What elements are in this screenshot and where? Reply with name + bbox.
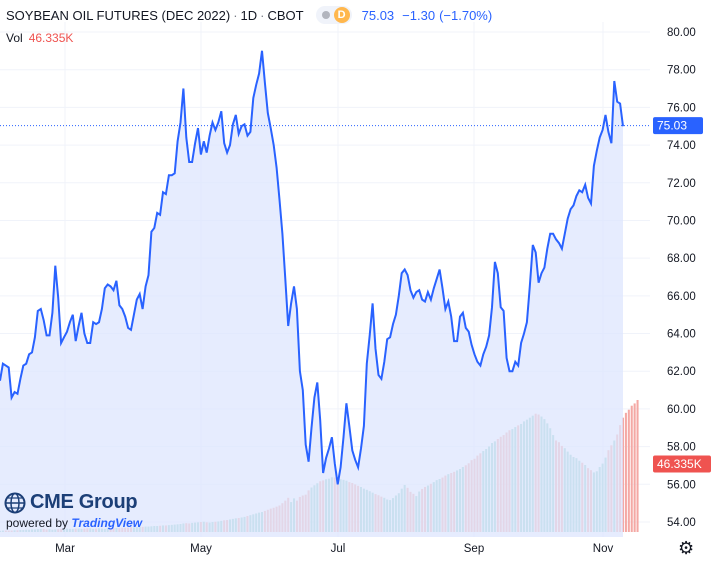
volume-legend[interactable]: Vol 46.335K [6, 31, 73, 45]
price-change-percent: (−1.70%) [439, 7, 493, 23]
header-separator: · [260, 7, 265, 23]
y-tick-label: 54.00 [667, 517, 696, 529]
y-tick-label: 66.00 [667, 291, 696, 303]
volume-bar [627, 409, 630, 532]
price-axis[interactable]: 54.00 56.00 58.00 60.00 62.00 64.00 66.00 68.00… [667, 27, 696, 529]
header-separator: · [233, 7, 238, 23]
y-tick-label: 60.00 [667, 404, 696, 416]
volume-bar [630, 405, 633, 532]
market-status-pill[interactable]: D [315, 6, 352, 24]
logo-text: CME Group [30, 491, 138, 513]
x-tick-label: Nov [593, 543, 614, 555]
powered-by-label: powered by [6, 516, 69, 530]
price-change: −1.30 [402, 7, 436, 23]
y-tick-label: 68.00 [667, 253, 696, 265]
interval-label[interactable]: 1D [240, 7, 258, 23]
price-area-fill [0, 50, 623, 538]
gear-icon[interactable]: ⚙ [678, 538, 695, 558]
volume-value-label: 46.335K [653, 455, 711, 473]
y-tick-label: 56.00 [667, 479, 696, 491]
volume-bar [624, 412, 627, 532]
y-tick-label: 78.00 [667, 65, 696, 77]
globe-icon [4, 492, 26, 513]
tradingview-link[interactable]: TradingView [71, 516, 143, 530]
y-tick-label: 62.00 [667, 366, 696, 378]
y-tick-label: 80.00 [667, 27, 696, 39]
y-tick-label: 74.00 [667, 140, 696, 152]
x-tick-label: May [190, 543, 212, 555]
last-price: 75.03 [361, 7, 395, 23]
volume-value: 46.335K [28, 31, 74, 45]
y-tick-label: 58.00 [667, 442, 696, 454]
last-price-text: 75.03 [657, 119, 687, 133]
x-tick-label: Jul [331, 543, 346, 555]
time-axis[interactable]: Mar May Jul Sep Nov [55, 543, 613, 555]
last-price-label: 75.03 [653, 117, 703, 135]
y-tick-label: 64.00 [667, 329, 696, 341]
cme-logo[interactable]: CME Group [4, 491, 138, 514]
volume-bar [633, 403, 636, 532]
exchange-label: CBOT [267, 7, 304, 23]
volume-value-text: 46.335K [657, 457, 702, 471]
symbol-title[interactable]: SOYBEAN OIL FUTURES (DEC 2022) [6, 7, 231, 23]
delayed-data-badge[interactable]: D [333, 7, 350, 23]
y-tick-label: 76.00 [667, 102, 696, 114]
volume-label: Vol [6, 31, 23, 45]
status-dot-icon [321, 11, 330, 19]
x-tick-label: Mar [55, 543, 75, 555]
volume-bar [636, 400, 639, 532]
y-tick-label: 70.00 [667, 215, 696, 227]
powered-by[interactable]: powered by TradingView [6, 516, 142, 530]
chart-header: SOYBEAN OIL FUTURES (DEC 2022) · 1D · CB… [6, 6, 492, 24]
y-tick-label: 72.00 [667, 178, 696, 190]
price-line [0, 50, 624, 485]
x-tick-label: Sep [464, 543, 484, 555]
